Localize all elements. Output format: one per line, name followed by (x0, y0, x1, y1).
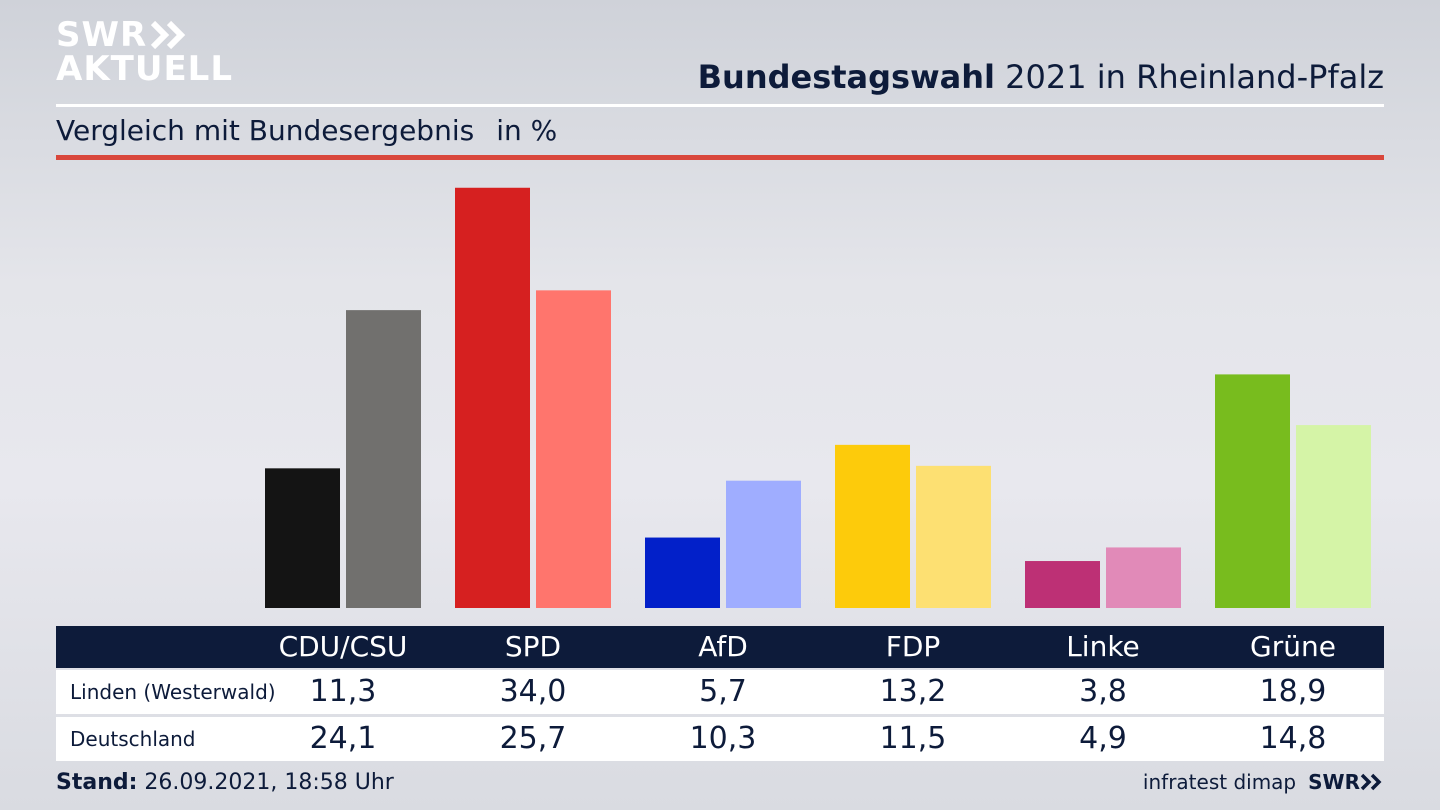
table-header: CDU/CSU SPD AfD FDP Linke Grüne (56, 626, 1384, 668)
unit-label: in % (496, 114, 558, 147)
double-chevron-icon (151, 20, 186, 50)
bar-linke-deutschland (1106, 547, 1181, 608)
value-cell-fdp-linden: 13,2 (879, 674, 947, 709)
value-cell-cdu-csu-linden: 11,3 (309, 674, 377, 709)
bar-spd-deutschland (536, 290, 611, 608)
results-table: CDU/CSU SPD AfD FDP Linke Grüne Linden (Weste… (56, 626, 1384, 761)
value-cell-afd-deutschland: 10,3 (689, 721, 757, 756)
stand-value: 26.09.2021, 18:58 Uhr (144, 770, 394, 795)
column-header-gr-ne: Grüne (1250, 630, 1336, 663)
row-label-deutschland: Deutschland (70, 727, 196, 751)
table-row-linden: Linden (Westerwald) 11,3 34,0 5,7 13,2 3,8 18… (56, 670, 1384, 714)
footer-logo-text: SWR (1308, 770, 1360, 794)
bar-fdp-linden (835, 444, 910, 608)
double-chevron-icon (1360, 773, 1382, 791)
subtitle: Vergleich mit Bundesergebnis in % (56, 114, 557, 147)
title-rest: 2021 in Rheinland-Pfalz (1005, 58, 1384, 96)
column-header-afd: AfD (698, 630, 748, 663)
title-bold: Bundestagswahl (697, 58, 995, 96)
bar-afd-linden (645, 537, 720, 608)
bar-linke-linden (1025, 561, 1100, 608)
stand-label: Stand: (56, 770, 138, 795)
table-row-deutschland: Deutschland 24,1 25,7 10,3 11,5 4,9 14,8 (56, 717, 1384, 761)
timestamp: Stand: 26.09.2021, 18:58 Uhr (56, 770, 394, 795)
bar-cdu-csu-deutschland (346, 310, 421, 608)
logo-text-aktuell: AKTUELL (56, 49, 234, 89)
logo-text-swr: SWR (56, 15, 148, 55)
value-cell-gr-ne-linden: 18,9 (1259, 674, 1327, 709)
swr-aktuell-logo: SWR AKTUELL (56, 18, 233, 86)
bar-spd-linden (455, 187, 530, 608)
value-cell-gr-ne-deutschland: 14,8 (1259, 721, 1327, 756)
value-cell-linke-deutschland: 4,9 (1079, 721, 1127, 756)
row-label-linden: Linden (Westerwald) (70, 680, 276, 704)
footer-swr-logo: SWR (1308, 770, 1384, 794)
value-cell-spd-linden: 34,0 (499, 674, 567, 709)
bar-gr-ne-deutschland (1296, 425, 1371, 608)
source-credit: infratest dimap SWR (1143, 770, 1384, 794)
source-text: infratest dimap (1142, 770, 1297, 794)
bar-afd-deutschland (726, 480, 801, 608)
accent-divider (56, 155, 1384, 160)
bar-fdp-deutschland (916, 465, 991, 608)
value-cell-linke-linden: 3,8 (1079, 674, 1127, 709)
column-header-spd: SPD (504, 630, 562, 663)
bar-chart (265, 187, 1371, 608)
bar-cdu-csu-linden (265, 468, 340, 608)
column-header-cdu-csu: CDU/CSU (278, 630, 408, 663)
value-cell-afd-linden: 5,7 (699, 674, 747, 709)
value-cell-fdp-deutschland: 11,5 (879, 721, 947, 756)
column-header-linke: Linke (1066, 630, 1140, 663)
bar-gr-ne-linden (1215, 374, 1290, 608)
subtitle-text: Vergleich mit Bundesergebnis (56, 114, 475, 147)
title-divider (56, 104, 1384, 107)
page-title: Bundestagswahl 2021 in Rheinland-Pfalz (698, 58, 1384, 96)
column-header-fdp: FDP (885, 630, 941, 663)
value-cell-cdu-csu-deutschland: 24,1 (309, 721, 377, 756)
value-cell-spd-deutschland: 25,7 (499, 721, 567, 756)
